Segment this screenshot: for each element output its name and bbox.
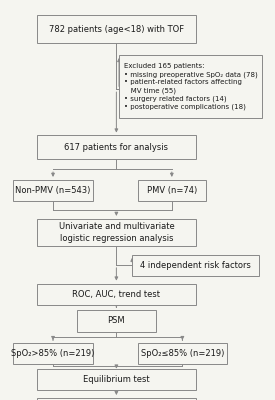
FancyBboxPatch shape [37, 136, 196, 158]
FancyBboxPatch shape [119, 55, 262, 118]
FancyBboxPatch shape [13, 180, 93, 201]
Text: Equilibrium test: Equilibrium test [83, 375, 150, 384]
Text: 782 patients (age<18) with TOF: 782 patients (age<18) with TOF [49, 25, 184, 34]
Text: 4 independent risk factors: 4 independent risk factors [140, 261, 251, 270]
FancyBboxPatch shape [132, 255, 259, 276]
Text: SpO₂≤85% (n=219): SpO₂≤85% (n=219) [141, 349, 224, 358]
FancyBboxPatch shape [37, 15, 196, 43]
FancyBboxPatch shape [13, 343, 93, 364]
FancyBboxPatch shape [77, 310, 156, 332]
Text: Univariate and multivariate
logistic regression analysis: Univariate and multivariate logistic reg… [59, 222, 174, 243]
FancyBboxPatch shape [37, 398, 196, 400]
Text: ROC, AUC, trend test: ROC, AUC, trend test [72, 290, 160, 298]
FancyBboxPatch shape [138, 343, 227, 364]
Text: Excluded 165 patients:
• missing preoperative SpO₂ data (78)
• patient-related f: Excluded 165 patients: • missing preoper… [124, 63, 257, 110]
Text: 617 patients for analysis: 617 patients for analysis [64, 142, 168, 152]
Text: PSM: PSM [108, 316, 125, 326]
FancyBboxPatch shape [37, 369, 196, 390]
FancyBboxPatch shape [138, 180, 206, 201]
FancyBboxPatch shape [37, 284, 196, 305]
Text: Non-PMV (n=543): Non-PMV (n=543) [15, 186, 91, 195]
Text: SpO₂>85% (n=219): SpO₂>85% (n=219) [11, 349, 95, 358]
Text: PMV (n=74): PMV (n=74) [147, 186, 197, 195]
FancyBboxPatch shape [37, 219, 196, 246]
